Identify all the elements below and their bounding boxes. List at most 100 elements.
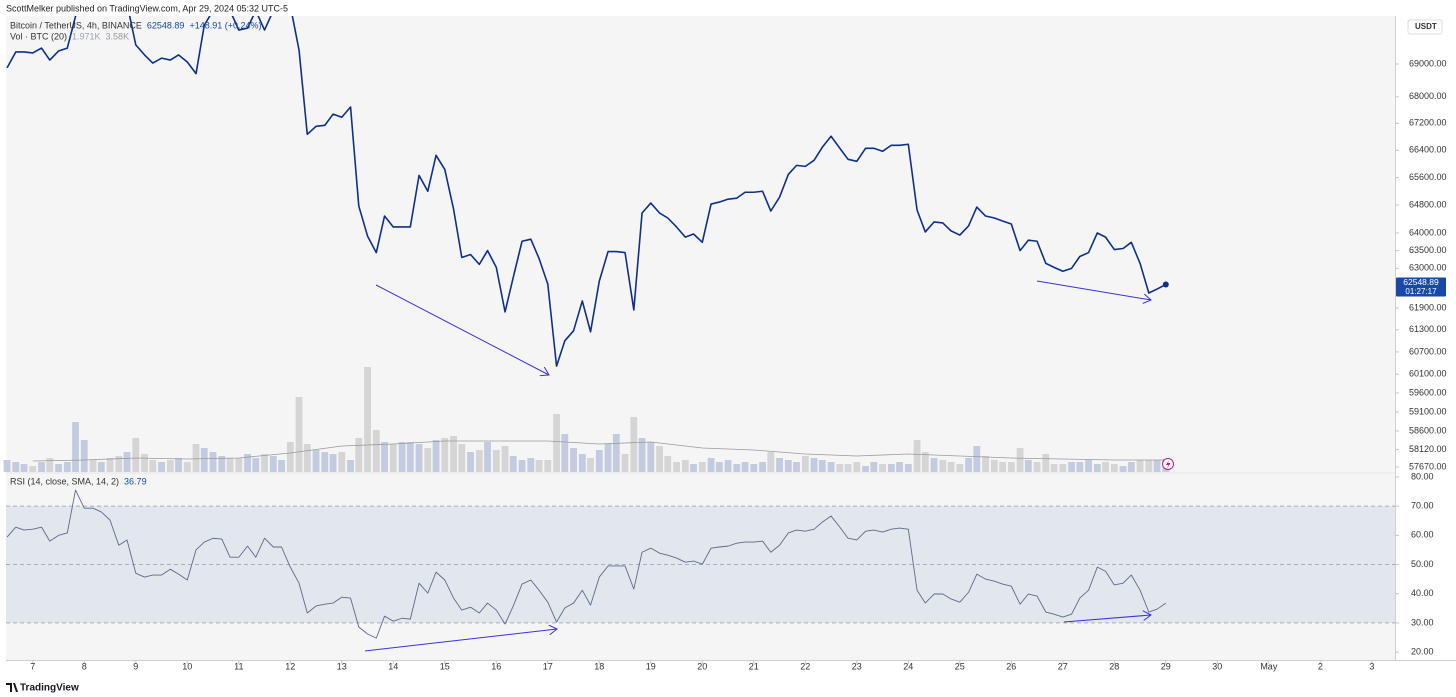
volume-bar bbox=[1110, 464, 1118, 472]
x-tick-label: 11 bbox=[234, 661, 243, 671]
volume-bar bbox=[1033, 462, 1041, 472]
volume-bar bbox=[1050, 464, 1058, 472]
y-tick-label: 30.00 bbox=[1411, 617, 1434, 627]
x-tick-label: 27 bbox=[1058, 661, 1068, 671]
y-tick-label: 67200.00 bbox=[1409, 118, 1447, 128]
volume-bar bbox=[123, 452, 131, 472]
volume-bar bbox=[801, 456, 809, 472]
price-line bbox=[6, 16, 1167, 367]
volume-bar bbox=[656, 446, 663, 472]
volume-bar bbox=[965, 458, 972, 472]
y-tick-label: 57670.00 bbox=[1409, 461, 1447, 471]
y-tick-label: 60700.00 bbox=[1409, 346, 1447, 356]
volume-bar bbox=[278, 460, 285, 472]
trend-arrow bbox=[364, 629, 557, 652]
volume-bar bbox=[338, 452, 346, 472]
volume-bar bbox=[303, 444, 311, 472]
x-tick-label: 20 bbox=[697, 661, 707, 671]
volume-bar bbox=[252, 458, 260, 472]
trend-arrow bbox=[375, 284, 549, 375]
volume-bar bbox=[372, 430, 380, 472]
volume-bar bbox=[518, 460, 526, 472]
volume-bar bbox=[450, 436, 457, 472]
volume-bar bbox=[415, 444, 423, 472]
volume-bar bbox=[982, 456, 989, 472]
volume-bar bbox=[209, 452, 217, 472]
volume-bar bbox=[244, 454, 251, 472]
volume-bar bbox=[115, 456, 123, 472]
volume-bar bbox=[424, 448, 432, 472]
x-tick-label: 7 bbox=[30, 661, 35, 671]
volume-bar bbox=[1119, 466, 1127, 472]
volume-bar bbox=[741, 462, 749, 472]
rsi-value: 36.79 bbox=[124, 476, 147, 486]
volume-bar bbox=[733, 464, 741, 472]
y-tick-label: 64000.00 bbox=[1409, 227, 1447, 237]
volume-bar bbox=[1016, 448, 1024, 472]
price-tag-label: 62548.89 bbox=[1403, 277, 1439, 287]
brand-logo: TradingView bbox=[6, 683, 79, 694]
y-tick-label: 61900.00 bbox=[1409, 302, 1447, 312]
volume-bar bbox=[1068, 462, 1075, 472]
y-tick-label: 68000.00 bbox=[1409, 91, 1447, 101]
x-tick-label: 13 bbox=[337, 661, 347, 671]
x-tick-label: May bbox=[1260, 661, 1278, 671]
volume-bar bbox=[1136, 460, 1144, 472]
volume-bar bbox=[226, 458, 234, 472]
volume-bar bbox=[218, 456, 226, 472]
volume-bar bbox=[149, 460, 157, 472]
volume-bar bbox=[930, 458, 938, 472]
volume-bar bbox=[999, 462, 1006, 472]
x-tick-label: 30 bbox=[1212, 661, 1222, 671]
volume-bar bbox=[1127, 462, 1135, 472]
volume-bar bbox=[12, 462, 20, 472]
x-tick-label: 29 bbox=[1161, 661, 1171, 671]
volume-bar bbox=[475, 450, 483, 472]
volume-bar bbox=[89, 460, 97, 472]
brand: TradingView bbox=[20, 683, 79, 694]
volume-bar bbox=[321, 452, 329, 472]
volume-bar bbox=[621, 454, 629, 472]
volume-bar bbox=[501, 446, 509, 472]
volume-bar bbox=[681, 460, 689, 472]
volume-bar bbox=[312, 450, 320, 472]
y-tick-label: 70.00 bbox=[1411, 500, 1434, 510]
last-price: 62548.89 bbox=[147, 20, 185, 30]
volume-ma-value: 3.58K bbox=[106, 31, 130, 41]
volume-bar bbox=[1093, 464, 1101, 472]
x-tick-label: 26 bbox=[1006, 661, 1016, 671]
y-tick-label: 59100.00 bbox=[1409, 406, 1447, 416]
volume-bar bbox=[784, 460, 792, 472]
volume-bar bbox=[759, 462, 766, 472]
volume-bar bbox=[20, 464, 28, 472]
y-tick-label: 66400.00 bbox=[1409, 145, 1447, 155]
volume-value: 1.971K bbox=[72, 31, 101, 41]
volume-bar bbox=[724, 460, 732, 472]
volume-bar bbox=[630, 417, 638, 472]
volume-bar bbox=[55, 464, 62, 472]
volume-bar bbox=[200, 448, 208, 472]
volume-bar bbox=[286, 442, 294, 472]
volume-bar bbox=[879, 464, 886, 472]
volume-bar bbox=[80, 440, 88, 472]
volume-title: Vol · BTC (20) bbox=[10, 31, 67, 41]
volume-bar bbox=[690, 464, 697, 472]
x-tick-label: 19 bbox=[646, 661, 656, 671]
trend-arrow bbox=[1063, 615, 1151, 623]
volume-bar bbox=[595, 450, 603, 472]
volume-bar bbox=[673, 462, 680, 472]
volume-bar bbox=[441, 438, 449, 472]
volume-bar bbox=[106, 458, 114, 472]
volume-bar bbox=[776, 458, 783, 472]
volume-bar bbox=[612, 434, 620, 472]
volume-bar bbox=[544, 460, 552, 472]
x-tick-label: 8 bbox=[82, 661, 87, 671]
y-tick-label: 64800.00 bbox=[1409, 199, 1447, 209]
volume-bar bbox=[638, 438, 646, 472]
volume-bar bbox=[295, 397, 303, 472]
volume-bar bbox=[355, 438, 363, 472]
volume-bar bbox=[492, 450, 500, 472]
volume-bar bbox=[956, 464, 964, 472]
annotations bbox=[364, 280, 1151, 652]
publisher: ScottMelker published on TradingView.com… bbox=[6, 3, 288, 13]
